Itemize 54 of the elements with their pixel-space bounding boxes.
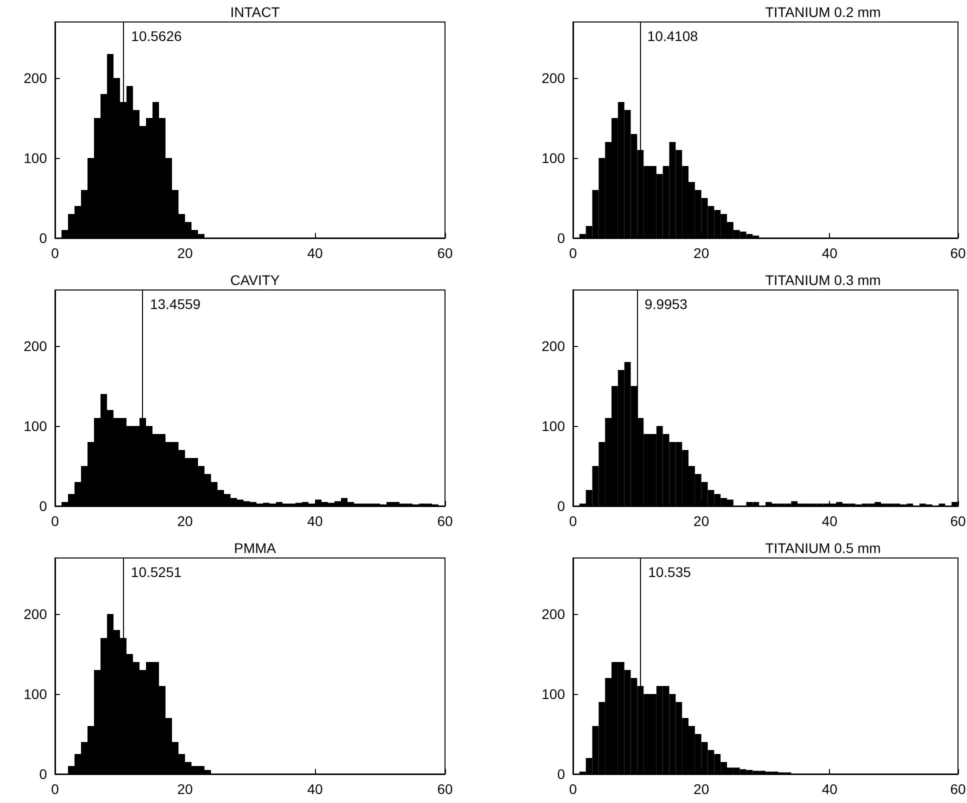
y-tick-label: 100 — [24, 150, 48, 166]
y-tick-label: 0 — [557, 230, 566, 246]
chart-title: INTACT — [230, 4, 280, 20]
y-tick-label: 200 — [542, 70, 566, 86]
x-tick-label: 40 — [822, 245, 838, 261]
x-tick-label: 20 — [177, 781, 193, 797]
chart-title: PMMA — [234, 540, 277, 556]
x-tick-label: 40 — [307, 513, 323, 529]
x-tick-label: 60 — [437, 513, 453, 529]
x-tick-label: 0 — [51, 513, 60, 529]
y-tick-label: 200 — [24, 606, 48, 622]
y-tick-label: 200 — [542, 606, 566, 622]
y-tick-label: 0 — [557, 498, 566, 514]
y-tick-label: 100 — [542, 686, 566, 702]
ref-line-label: 13.4559 — [150, 296, 201, 312]
x-tick-label: 20 — [694, 781, 710, 797]
ref-line-label: 10.535 — [648, 564, 692, 580]
chart-title: TITANIUM 0.5 mm — [765, 540, 881, 556]
chart-title: CAVITY — [230, 272, 280, 288]
y-tick-label: 100 — [542, 150, 566, 166]
x-tick-label: 0 — [51, 781, 60, 797]
x-tick-label: 40 — [822, 781, 838, 797]
y-tick-label: 0 — [39, 230, 48, 246]
x-tick-label: 60 — [950, 781, 966, 797]
y-tick-label: 200 — [24, 70, 48, 86]
ref-line-label: 9.9953 — [644, 296, 688, 312]
x-tick-label: 40 — [307, 245, 323, 261]
x-tick-label: 60 — [437, 781, 453, 797]
x-tick-label: 20 — [694, 513, 710, 529]
x-tick-label: 0 — [51, 245, 60, 261]
chart-title: TITANIUM 0.2 mm — [765, 4, 881, 20]
y-tick-label: 200 — [24, 338, 48, 354]
x-tick-label: 20 — [694, 245, 710, 261]
x-tick-label: 60 — [950, 245, 966, 261]
ref-line-label: 10.4108 — [647, 28, 698, 44]
y-tick-label: 0 — [39, 498, 48, 514]
y-tick-label: 100 — [24, 418, 48, 434]
y-tick-label: 0 — [557, 766, 566, 782]
x-tick-label: 40 — [822, 513, 838, 529]
y-tick-label: 100 — [542, 418, 566, 434]
x-tick-label: 40 — [307, 781, 323, 797]
x-tick-label: 0 — [569, 513, 578, 529]
x-tick-label: 20 — [177, 245, 193, 261]
ref-line-label: 10.5626 — [131, 28, 182, 44]
x-tick-label: 60 — [437, 245, 453, 261]
y-tick-label: 200 — [542, 338, 566, 354]
x-tick-label: 0 — [569, 781, 578, 797]
y-tick-label: 0 — [39, 766, 48, 782]
y-tick-label: 100 — [24, 686, 48, 702]
x-tick-label: 60 — [950, 513, 966, 529]
chart-title: TITANIUM 0.3 mm — [765, 272, 881, 288]
ref-line-label: 10.5251 — [130, 564, 182, 580]
x-tick-label: 20 — [177, 513, 193, 529]
x-tick-label: 0 — [569, 245, 578, 261]
